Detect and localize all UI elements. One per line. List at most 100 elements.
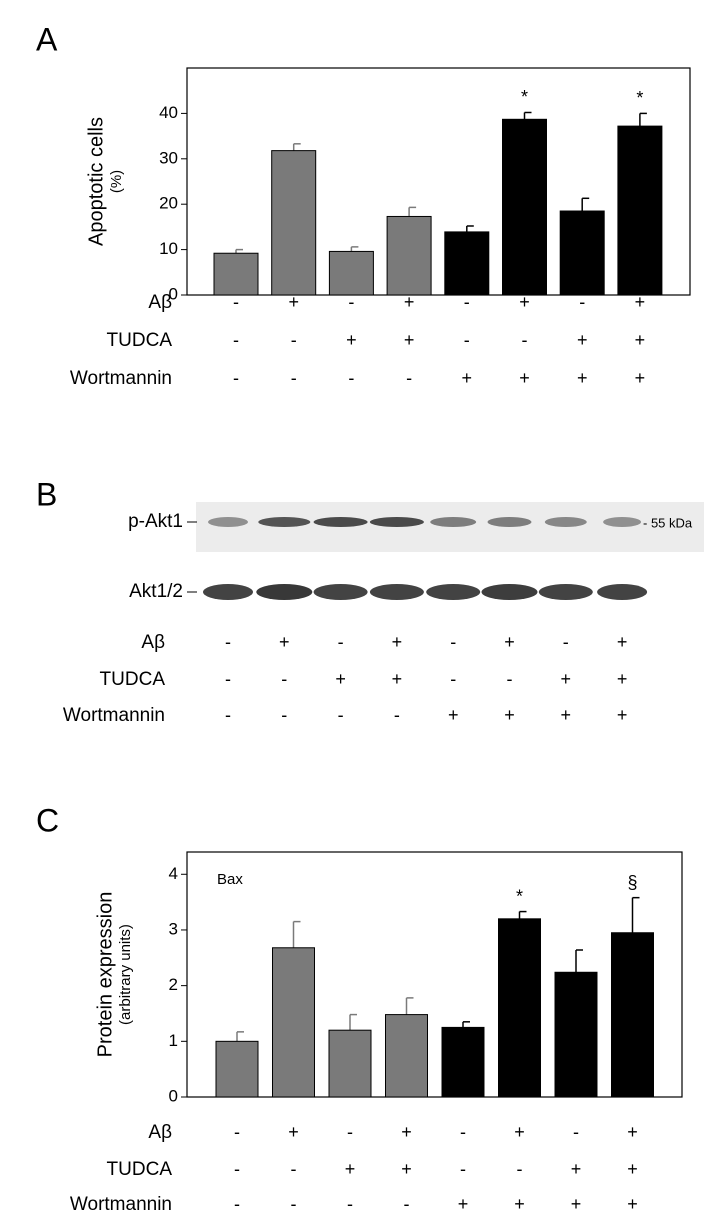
condition-value: -: [563, 632, 569, 652]
bar: [385, 1014, 428, 1098]
bar: [617, 125, 663, 296]
condition-value: +: [345, 1159, 356, 1179]
bar: [441, 1026, 485, 1098]
y-tick-label: 0: [169, 284, 178, 303]
condition-value: -: [234, 1194, 240, 1214]
bar: [559, 210, 605, 296]
condition-value: +: [401, 1159, 412, 1179]
blot-band: [487, 517, 532, 527]
blot-band: [538, 584, 593, 600]
condition-value: +: [577, 330, 588, 350]
condition-label: TUDCA: [107, 1159, 173, 1180]
y-tick-label: 30: [159, 148, 178, 167]
bar: [271, 150, 317, 296]
inner-label: Bax: [217, 871, 243, 888]
condition-value: -: [347, 1194, 353, 1214]
condition-value: -: [281, 669, 287, 689]
panel-label: A: [36, 21, 58, 57]
condition-value: +: [279, 632, 290, 652]
condition-value: -: [338, 705, 344, 725]
bar: [554, 971, 598, 1098]
condition-value: -: [233, 368, 239, 388]
condition-value: +: [577, 368, 588, 388]
bar: [444, 231, 490, 296]
condition-value: -: [225, 705, 231, 725]
y-axis-label: Protein expression: [94, 892, 116, 1058]
panel-label: B: [36, 476, 57, 512]
condition-value: -: [460, 1159, 466, 1179]
condition-value: +: [561, 705, 572, 725]
bar: [502, 118, 547, 296]
condition-label: Wortmannin: [70, 1194, 172, 1215]
condition-value: -: [404, 1194, 410, 1214]
y-tick-label: 4: [169, 864, 178, 883]
significance-mark: *: [636, 88, 643, 108]
condition-value: +: [514, 1194, 525, 1214]
y-tick-label: 10: [159, 239, 178, 258]
plot-frame: [186, 851, 683, 1098]
condition-value: +: [462, 368, 473, 388]
significance-mark: *: [516, 886, 523, 906]
condition-value: +: [458, 1194, 469, 1214]
y-axis-label: Apoptotic cells: [85, 117, 107, 246]
condition-label: Wortmannin: [63, 705, 165, 726]
bar: [498, 918, 541, 1098]
bar: [611, 932, 654, 1098]
blot-band: [481, 584, 538, 600]
condition-value: -: [464, 330, 470, 350]
bar: [215, 1040, 259, 1098]
condition-value: -: [234, 1159, 240, 1179]
condition-value: -: [348, 292, 354, 312]
condition-value: +: [404, 330, 415, 350]
condition-value: +: [571, 1159, 582, 1179]
blot-band: [603, 517, 642, 527]
condition-value: -: [450, 632, 456, 652]
significance-mark: *: [521, 87, 528, 107]
condition-value: -: [394, 705, 400, 725]
condition-value: -: [573, 1122, 579, 1142]
condition-label: TUDCA: [107, 330, 173, 351]
condition-label: Aβ: [141, 632, 165, 653]
blot-band: [313, 517, 368, 527]
condition-value: -: [225, 669, 231, 689]
bar: [328, 250, 374, 296]
condition-value: +: [635, 368, 646, 388]
condition-value: -: [291, 1159, 297, 1179]
condition-value: +: [335, 669, 346, 689]
y-tick-label: 3: [169, 919, 178, 938]
condition-value: +: [617, 705, 628, 725]
bar: [213, 252, 259, 296]
y-axis-unit: (arbitrary units): [117, 924, 134, 1025]
significance-mark: §: [627, 872, 637, 892]
blot-band: [369, 584, 424, 600]
condition-value: -: [234, 1122, 240, 1142]
blot-band: [597, 584, 648, 600]
condition-value: -: [347, 1122, 353, 1142]
condition-label: Wortmannin: [70, 368, 172, 389]
condition-value: +: [404, 292, 415, 312]
condition-value: -: [233, 292, 239, 312]
condition-value: -: [579, 292, 585, 312]
condition-value: -: [291, 368, 297, 388]
y-tick-label: 20: [159, 194, 178, 213]
condition-value: +: [519, 292, 530, 312]
y-tick-label: 1: [169, 1031, 178, 1050]
condition-value: +: [514, 1122, 525, 1142]
condition-value: -: [233, 330, 239, 350]
blot-band: [258, 517, 311, 527]
condition-value: +: [635, 292, 646, 312]
condition-value: +: [617, 669, 628, 689]
blot-band: [426, 584, 481, 600]
blot-band: [544, 517, 587, 527]
condition-value: -: [291, 1194, 297, 1214]
plot-frame: [186, 67, 691, 296]
blot-background: [196, 502, 704, 552]
condition-value: +: [561, 669, 572, 689]
panel-label: C: [36, 802, 59, 838]
bar: [272, 947, 315, 1098]
condition-value: +: [617, 632, 628, 652]
condition-value: -: [460, 1122, 466, 1142]
condition-label: Aβ: [148, 1122, 172, 1143]
condition-value: -: [281, 705, 287, 725]
